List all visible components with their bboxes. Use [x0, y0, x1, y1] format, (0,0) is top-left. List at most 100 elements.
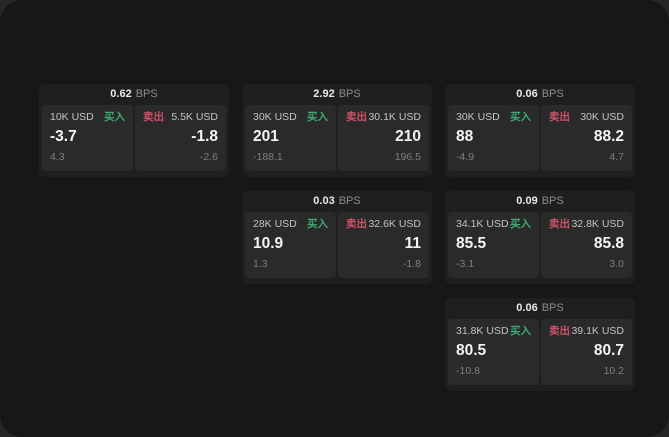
- bps-value: 0.62: [110, 88, 132, 100]
- buy-sub-value: 1.3: [253, 258, 268, 271]
- buy-quote-panel[interactable]: 34.1K USD 买入 85.5 -3.1: [448, 212, 539, 278]
- sell-amount: 30.1K USD: [368, 111, 421, 123]
- buy-label: 买入: [510, 218, 531, 230]
- quote-panels: 30K USD 买入 201 -188.1 卖出 30.1K USD 210 1…: [245, 105, 429, 171]
- sell-label: 卖出: [143, 111, 164, 123]
- buy-amount: 10K USD: [50, 111, 94, 123]
- bps-value: 0.06: [516, 88, 538, 100]
- sell-amount: 32.6K USD: [368, 218, 421, 230]
- sell-panel-toprow: 卖出 30.1K USD: [346, 111, 421, 124]
- bps-value: 0.06: [516, 302, 538, 314]
- quote-card: 0.62 BPS 10K USD 买入 -3.7 4.3 卖出 5.5K USD…: [39, 84, 229, 177]
- sell-price: 88.2: [593, 127, 624, 145]
- buy-panel-toprow: 30K USD 买入: [456, 111, 531, 124]
- quote-card: 0.09 BPS 34.1K USD 买入 85.5 -3.1 卖出 32.8K…: [445, 191, 635, 284]
- buy-label: 买入: [104, 111, 125, 123]
- sell-quote-panel[interactable]: 卖出 39.1K USD 80.7 10.2: [541, 319, 632, 385]
- sell-panel-toprow: 卖出 39.1K USD: [549, 325, 624, 338]
- buy-sub-value: -3.1: [456, 258, 475, 271]
- bps-unit-label: BPS: [541, 302, 564, 314]
- buy-panel-toprow: 10K USD 买入: [50, 111, 125, 124]
- bps-value: 0.09: [516, 195, 538, 207]
- sell-label: 卖出: [346, 218, 367, 230]
- buy-quote-panel[interactable]: 30K USD 买入 201 -188.1: [245, 105, 336, 171]
- buy-panel-toprow: 28K USD 买入: [253, 218, 328, 231]
- buy-amount: 30K USD: [456, 111, 500, 123]
- sell-quote-panel[interactable]: 卖出 32.6K USD 11 -1.8: [338, 212, 429, 278]
- buy-sub-value: -188.1: [253, 151, 283, 164]
- sell-price: -1.8: [191, 127, 218, 145]
- quote-card: 0.06 BPS 30K USD 买入 88 -4.9 卖出 30K USD 8…: [445, 84, 635, 177]
- sell-amount: 30K USD: [580, 111, 624, 123]
- quote-card: 0.06 BPS 31.8K USD 买入 80.5 -10.8 卖出 39.1…: [445, 298, 635, 391]
- quote-card: 2.92 BPS 30K USD 买入 201 -188.1 卖出 30.1K …: [242, 84, 432, 177]
- card-header: 0.09 BPS: [448, 191, 632, 212]
- buy-price: 10.9: [253, 234, 284, 252]
- bps-value: 0.03: [313, 195, 335, 207]
- sell-sub-value: 196.5: [394, 151, 421, 164]
- sell-price: 210: [395, 127, 421, 145]
- bps-value: 2.92: [313, 88, 335, 100]
- sell-quote-panel[interactable]: 卖出 30K USD 88.2 4.7: [541, 105, 632, 171]
- buy-sub-value: 4.3: [50, 151, 65, 164]
- sell-quote-panel[interactable]: 卖出 5.5K USD -1.8 -2.6: [135, 105, 226, 171]
- buy-label: 买入: [510, 325, 531, 337]
- sell-label: 卖出: [549, 325, 570, 337]
- buy-panel-toprow: 31.8K USD 买入: [456, 325, 531, 338]
- sell-sub-value: -1.8: [402, 258, 421, 271]
- card-header: 0.62 BPS: [42, 84, 226, 105]
- sell-label: 卖出: [549, 111, 570, 123]
- sell-panel-toprow: 卖出 30K USD: [549, 111, 624, 124]
- sell-label: 卖出: [346, 111, 367, 123]
- sell-amount: 32.8K USD: [571, 218, 624, 230]
- sell-label: 卖出: [549, 218, 570, 230]
- sell-sub-value: 4.7: [609, 151, 624, 164]
- bps-unit-label: BPS: [338, 195, 361, 207]
- buy-price: 80.5: [456, 341, 487, 359]
- buy-quote-panel[interactable]: 30K USD 买入 88 -4.9: [448, 105, 539, 171]
- buy-amount: 31.8K USD: [456, 325, 509, 337]
- card-header: 2.92 BPS: [245, 84, 429, 105]
- sell-amount: 5.5K USD: [171, 111, 218, 123]
- sell-sub-value: 3.0: [609, 258, 624, 271]
- sell-quote-panel[interactable]: 卖出 30.1K USD 210 196.5: [338, 105, 429, 171]
- sell-panel-toprow: 卖出 32.8K USD: [549, 218, 624, 231]
- quote-panels: 31.8K USD 买入 80.5 -10.8 卖出 39.1K USD 80.…: [448, 319, 632, 385]
- buy-sub-value: -4.9: [456, 151, 475, 164]
- quote-panels: 30K USD 买入 88 -4.9 卖出 30K USD 88.2 4.7: [448, 105, 632, 171]
- sell-price: 11: [404, 234, 421, 252]
- sell-panel-toprow: 卖出 5.5K USD: [143, 111, 218, 124]
- sell-sub-value: 10.2: [603, 365, 624, 378]
- sell-sub-value: -2.6: [199, 151, 218, 164]
- sell-amount: 39.1K USD: [571, 325, 624, 337]
- buy-sub-value: -10.8: [456, 365, 480, 378]
- buy-amount: 28K USD: [253, 218, 297, 230]
- buy-panel-toprow: 30K USD 买入: [253, 111, 328, 124]
- buy-panel-toprow: 34.1K USD 买入: [456, 218, 531, 231]
- buy-quote-panel[interactable]: 28K USD 买入 10.9 1.3: [245, 212, 336, 278]
- quote-panels: 28K USD 买入 10.9 1.3 卖出 32.6K USD 11 -1.8: [245, 212, 429, 278]
- buy-price: 85.5: [456, 234, 487, 252]
- quote-card: 0.03 BPS 28K USD 买入 10.9 1.3 卖出 32.6K US…: [242, 191, 432, 284]
- buy-label: 买入: [307, 111, 328, 123]
- bps-unit-label: BPS: [338, 88, 361, 100]
- card-header: 0.03 BPS: [245, 191, 429, 212]
- card-header: 0.06 BPS: [448, 298, 632, 319]
- quote-panels: 34.1K USD 买入 85.5 -3.1 卖出 32.8K USD 85.8…: [448, 212, 632, 278]
- quote-panels: 10K USD 买入 -3.7 4.3 卖出 5.5K USD -1.8 -2.…: [42, 105, 226, 171]
- sell-panel-toprow: 卖出 32.6K USD: [346, 218, 421, 231]
- buy-price: 88: [456, 127, 474, 145]
- cards-grid: 0.62 BPS 10K USD 买入 -3.7 4.3 卖出 5.5K USD…: [39, 84, 635, 391]
- bps-unit-label: BPS: [135, 88, 158, 100]
- buy-price: 201: [253, 127, 279, 145]
- buy-quote-panel[interactable]: 10K USD 买入 -3.7 4.3: [42, 105, 133, 171]
- buy-amount: 34.1K USD: [456, 218, 509, 230]
- sell-price: 85.8: [593, 234, 624, 252]
- sell-quote-panel[interactable]: 卖出 32.8K USD 85.8 3.0: [541, 212, 632, 278]
- sell-price: 80.7: [593, 341, 624, 359]
- buy-label: 买入: [510, 111, 531, 123]
- buy-quote-panel[interactable]: 31.8K USD 买入 80.5 -10.8: [448, 319, 539, 385]
- buy-price: -3.7: [50, 127, 77, 145]
- buy-label: 买入: [307, 218, 328, 230]
